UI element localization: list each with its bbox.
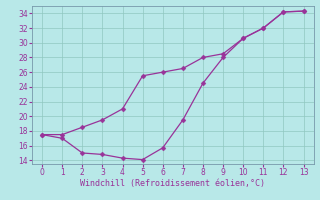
X-axis label: Windchill (Refroidissement éolien,°C): Windchill (Refroidissement éolien,°C) bbox=[80, 179, 265, 188]
